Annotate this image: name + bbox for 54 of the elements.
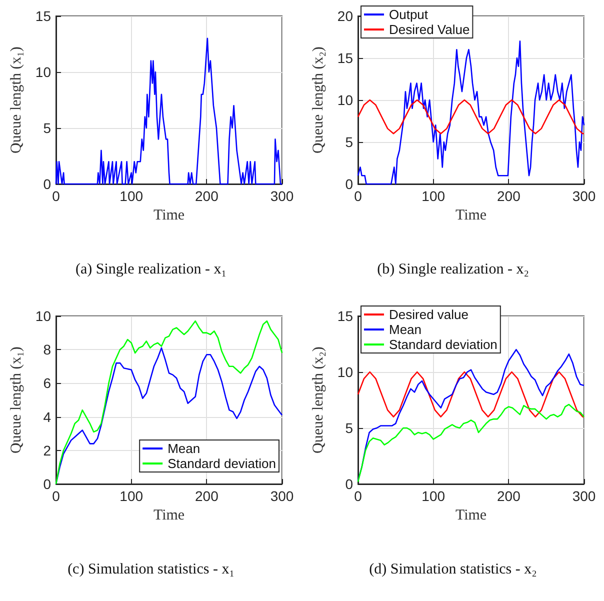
y-tick-label: 5 (345, 134, 354, 150)
legend-label: Desired value (389, 307, 468, 322)
x-axis-title: Time (455, 208, 487, 224)
x-tick-label: 200 (194, 488, 219, 504)
legend-label: Standard deviation (389, 337, 498, 352)
y-tick-label: 10 (35, 64, 52, 80)
y-tick-label: 0 (345, 476, 354, 492)
x-tick-label: 100 (422, 488, 446, 504)
line-series (357, 348, 585, 482)
y-axis-title: Queue length (x₁) (8, 346, 24, 454)
y-tick-label: 8 (43, 342, 52, 358)
text: (c) Simulation statistics - x₁ (68, 562, 234, 578)
legend-label: Output (389, 7, 428, 22)
legend-label: Standard deviation (168, 456, 276, 471)
text: (d) Simulation statistics - x₂ (369, 562, 537, 578)
text: (a) Single realization - x₁ (76, 262, 227, 278)
x-tick-label: 100 (120, 488, 144, 504)
x-tick-label: 300 (572, 188, 596, 204)
x-tick-label: 300 (270, 488, 294, 504)
y-tick-label: 15 (337, 308, 354, 324)
line-series (357, 404, 585, 482)
legend-label: Desired Value (389, 22, 470, 37)
line-series (357, 99, 585, 134)
y-tick-label: 0 (345, 176, 354, 192)
y-tick-label: 10 (337, 364, 354, 380)
x-axis-title: Time (153, 208, 185, 224)
y-axis-title: Queue length (x₁) (8, 46, 24, 154)
y-tick-label: 15 (35, 8, 52, 24)
y-tick-label: 5 (43, 120, 52, 136)
x-tick-label: 200 (496, 188, 521, 204)
line-series (357, 371, 585, 418)
y-tick-label: 0 (43, 176, 52, 192)
x-tick-label: 100 (120, 188, 144, 204)
y-tick-label: 15 (337, 50, 354, 66)
y-tick-label: 10 (35, 308, 52, 324)
y-tick-label: 0 (43, 476, 52, 492)
y-tick-label: 5 (345, 420, 354, 436)
y-tick-label: 6 (43, 375, 52, 392)
x-axis-title: Time (153, 508, 185, 524)
y-tick-label: 10 (337, 92, 354, 108)
x-tick-label: 300 (572, 488, 596, 504)
text: (b) Single realization - x₂ (377, 262, 529, 278)
legend-label: Mean (168, 441, 200, 456)
x-axis-title: Time (455, 508, 487, 524)
x-tick-label: 200 (194, 188, 219, 204)
legend-label: Mean (389, 322, 422, 337)
y-tick-label: 2 (43, 442, 52, 458)
y-axis-title: Queue length (x₂) (310, 346, 326, 454)
x-tick-label: 200 (496, 488, 521, 504)
x-tick-label: 300 (270, 188, 294, 204)
y-tick-label: 4 (43, 408, 52, 425)
y-tick-label: 20 (337, 8, 354, 24)
x-tick-label: 100 (422, 188, 446, 204)
y-axis-title: Queue length (x₂) (310, 46, 326, 154)
